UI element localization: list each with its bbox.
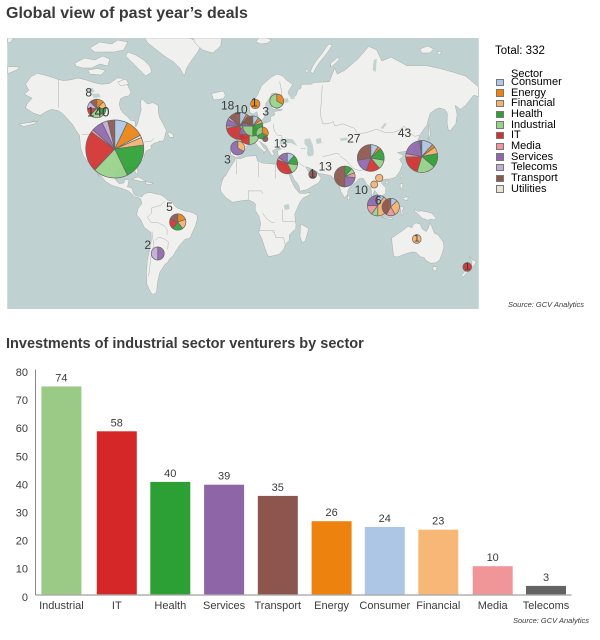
svg-text:23: 23 bbox=[432, 516, 444, 528]
svg-text:70: 70 bbox=[16, 395, 28, 407]
svg-text:Health: Health bbox=[154, 600, 186, 612]
svg-text:IT: IT bbox=[112, 600, 122, 612]
svg-text:26: 26 bbox=[325, 507, 337, 519]
svg-text:Energy: Energy bbox=[314, 600, 349, 612]
svg-text:27: 27 bbox=[347, 132, 361, 146]
svg-text:20: 20 bbox=[16, 536, 28, 548]
svg-text:18: 18 bbox=[221, 98, 235, 112]
svg-text:80: 80 bbox=[16, 367, 28, 379]
svg-text:1: 1 bbox=[414, 234, 420, 245]
svg-text:24: 24 bbox=[379, 513, 391, 525]
svg-text:35: 35 bbox=[272, 482, 284, 494]
svg-text:40: 40 bbox=[16, 479, 28, 491]
svg-text:6: 6 bbox=[375, 193, 382, 207]
svg-text:140: 140 bbox=[87, 105, 110, 120]
svg-text:43: 43 bbox=[398, 126, 412, 140]
svg-text:40: 40 bbox=[164, 468, 176, 480]
svg-text:30: 30 bbox=[16, 508, 28, 520]
svg-text:8: 8 bbox=[85, 85, 92, 99]
svg-text:10: 10 bbox=[355, 183, 369, 197]
svg-text:10: 10 bbox=[16, 564, 28, 576]
svg-text:3: 3 bbox=[224, 152, 231, 166]
svg-text:2: 2 bbox=[144, 238, 151, 252]
svg-text:10: 10 bbox=[487, 552, 499, 564]
svg-text:Financial: Financial bbox=[416, 600, 460, 612]
svg-text:50: 50 bbox=[16, 451, 28, 463]
svg-text:1: 1 bbox=[464, 262, 470, 273]
svg-text:13: 13 bbox=[319, 160, 333, 174]
svg-text:3: 3 bbox=[262, 105, 269, 119]
svg-text:Media: Media bbox=[478, 600, 509, 612]
svg-text:0: 0 bbox=[22, 592, 28, 604]
svg-text:Transport: Transport bbox=[254, 600, 301, 612]
svg-text:10: 10 bbox=[234, 102, 248, 116]
svg-text:60: 60 bbox=[16, 423, 28, 435]
svg-text:74: 74 bbox=[55, 372, 67, 384]
svg-text:1: 1 bbox=[251, 95, 258, 109]
svg-text:Telecoms: Telecoms bbox=[523, 600, 570, 612]
svg-text:1: 1 bbox=[309, 167, 316, 181]
svg-text:39: 39 bbox=[218, 471, 230, 483]
svg-text:13: 13 bbox=[274, 137, 288, 151]
svg-text:5: 5 bbox=[166, 200, 173, 214]
svg-text:58: 58 bbox=[111, 417, 123, 429]
svg-text:Services: Services bbox=[203, 600, 246, 612]
svg-text:Industrial: Industrial bbox=[39, 600, 84, 612]
svg-text:Consumer: Consumer bbox=[359, 600, 410, 612]
svg-text:3: 3 bbox=[543, 572, 549, 584]
